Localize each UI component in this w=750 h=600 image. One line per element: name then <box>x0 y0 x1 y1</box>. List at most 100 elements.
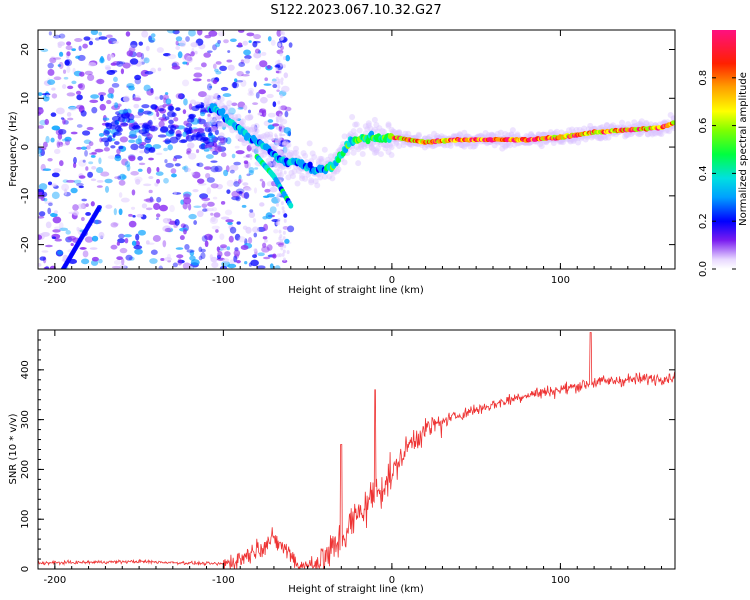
ridge-halo <box>511 141 518 148</box>
ridge-halo <box>441 142 448 149</box>
noise-blob <box>261 180 266 189</box>
noise-blob <box>181 79 190 87</box>
noise-blob <box>227 50 231 53</box>
noise-blob <box>272 101 277 108</box>
noise-blob <box>53 210 58 214</box>
ridge-halo <box>406 141 413 148</box>
ridge-halo <box>505 132 512 139</box>
noise-blob <box>132 215 136 218</box>
noise-blob <box>175 247 184 250</box>
noise-blob <box>239 119 244 126</box>
cluster-blob <box>132 97 142 101</box>
ridge-halo <box>206 115 213 122</box>
noise-blob <box>196 210 204 218</box>
noise-blob <box>116 60 124 67</box>
noise-blob <box>108 87 115 95</box>
noise-blob <box>120 68 125 75</box>
noise-blob <box>190 259 200 266</box>
noise-blob <box>135 178 141 185</box>
noise-blob <box>91 166 97 170</box>
noise-blob <box>188 152 197 160</box>
noise-blob <box>38 125 45 129</box>
noise-blob <box>150 33 156 38</box>
noise-blob <box>208 30 218 37</box>
noise-blob <box>197 30 203 36</box>
ridge-halo <box>358 141 365 148</box>
band-blob <box>278 69 282 74</box>
ridge-halo <box>376 125 383 132</box>
noise-blob <box>227 263 237 269</box>
noise-blob <box>282 226 289 230</box>
noise-blob <box>210 165 219 173</box>
noise-blob <box>271 140 281 143</box>
noise-blob <box>58 33 66 39</box>
noise-blob <box>77 83 83 89</box>
noise-blob <box>259 202 265 207</box>
noise-blob <box>136 213 143 218</box>
noise-blob <box>156 196 162 203</box>
ridge-halo <box>458 141 465 148</box>
noise-blob <box>152 234 161 242</box>
noise-blob <box>244 260 248 265</box>
noise-blob <box>67 85 74 90</box>
ridge-halo <box>282 139 289 146</box>
noise-blob <box>183 197 192 205</box>
ridge-halo <box>628 131 635 138</box>
noise-blob <box>284 238 290 244</box>
ridge-halo <box>261 151 268 158</box>
ridge-halo <box>538 143 545 150</box>
ridge-halo <box>288 169 295 176</box>
spectrogram-ytick-label: 10 <box>20 92 31 105</box>
noise-blob <box>83 36 91 41</box>
noise-blob <box>47 207 52 215</box>
ridge-halo <box>600 133 607 140</box>
ridge-halo <box>341 159 348 166</box>
noise-blob <box>192 78 202 82</box>
ridge-halo <box>553 128 560 135</box>
band-blob <box>276 192 280 197</box>
noise-blob <box>253 248 258 252</box>
ridge-halo <box>497 129 504 136</box>
noise-blob <box>190 171 195 176</box>
ridge-halo <box>355 160 362 167</box>
noise-blob <box>236 259 241 264</box>
ridge-halo <box>203 101 210 108</box>
noise-blob <box>198 255 203 261</box>
noise-blob <box>38 147 43 154</box>
ridge-halo <box>217 120 224 127</box>
noise-blob <box>113 259 122 265</box>
ridge-halo <box>535 131 542 138</box>
ridge-halo <box>482 130 489 137</box>
noise-blob <box>131 240 137 246</box>
noise-blob <box>65 230 71 235</box>
noise-blob <box>217 39 221 44</box>
noise-blob <box>73 156 77 164</box>
snr-xtick-label: 0 <box>389 575 395 586</box>
noise-blob <box>81 258 90 265</box>
noise-blob <box>211 261 219 269</box>
ridge-halo <box>461 129 468 136</box>
ridge-halo <box>396 142 403 149</box>
noise-blob <box>194 66 202 70</box>
noise-blob <box>249 209 254 213</box>
noise-blob <box>226 189 231 194</box>
noise-blob <box>41 250 49 253</box>
noise-blob <box>166 30 176 34</box>
noise-blob <box>96 185 103 188</box>
noise-blob <box>176 254 184 259</box>
noise-blob <box>279 118 288 125</box>
noise-blob <box>229 169 235 174</box>
cluster-blob <box>173 155 183 159</box>
noise-blob <box>192 189 199 193</box>
ridge-halo <box>211 125 218 132</box>
ridge-halo <box>578 135 585 142</box>
ridge-halo <box>218 96 225 103</box>
noise-blob <box>211 207 218 212</box>
noise-blob <box>47 62 54 69</box>
noise-blob <box>57 133 63 140</box>
noise-blob <box>266 93 274 99</box>
noise-blob <box>162 53 171 57</box>
ridge-halo <box>226 100 233 107</box>
ridge-halo <box>355 146 362 153</box>
